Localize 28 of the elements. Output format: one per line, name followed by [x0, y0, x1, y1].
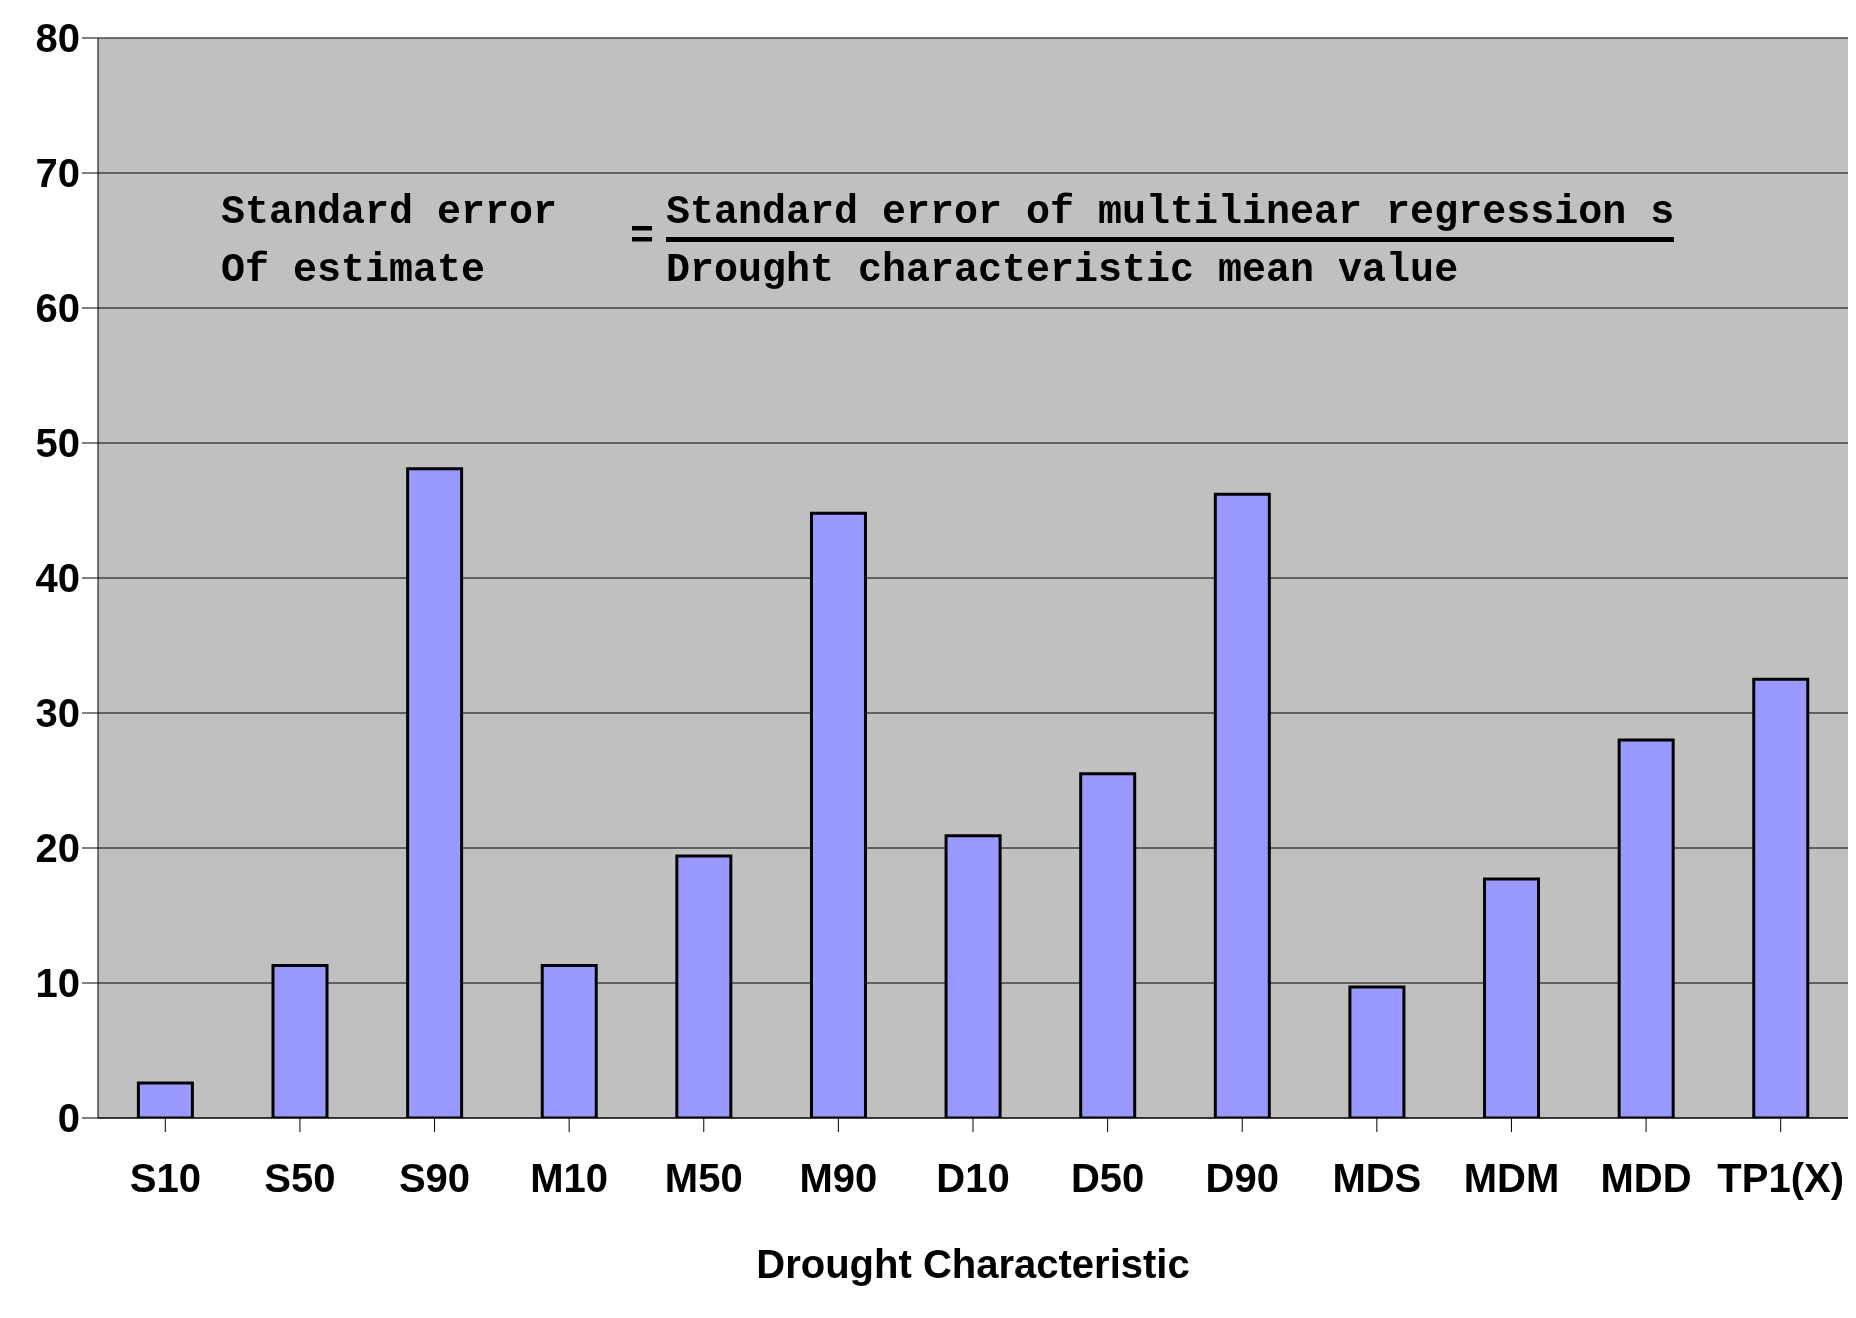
- x-tick-label: D90: [1205, 1156, 1279, 1201]
- annotation: =: [630, 215, 655, 260]
- x-tick-label: S90: [398, 1156, 471, 1201]
- x-tick-label: D10: [936, 1156, 1010, 1201]
- x-tick-label: S10: [129, 1156, 201, 1201]
- x-tick-label: M50: [664, 1156, 743, 1201]
- y-tick-label: 60: [35, 286, 80, 331]
- x-tick-label: M10: [530, 1156, 609, 1201]
- y-tick-label: 20: [35, 826, 80, 871]
- x-tick-label: MDM: [1463, 1156, 1560, 1201]
- x-axis-title: Drought Characteristic: [756, 1242, 1190, 1286]
- x-tick-label: MDS: [1332, 1156, 1422, 1201]
- y-tick-label: 10: [35, 961, 80, 1006]
- y-tick-label: 80: [35, 16, 80, 61]
- y-tick-label: 30: [35, 691, 80, 736]
- y-tick-label: 70: [35, 151, 80, 196]
- annotation: Standard error of multilinear regression s: [666, 190, 1675, 242]
- annotation: Drought characteristic mean value: [666, 248, 1459, 293]
- annotation: Of estimate: [221, 248, 486, 293]
- x-tick-label: TP1(X): [1717, 1156, 1845, 1201]
- x-tick-label: M90: [799, 1156, 878, 1201]
- annotation: Standard error: [221, 190, 558, 235]
- y-tick-label: 0: [57, 1096, 80, 1141]
- x-tick-label: S50: [264, 1156, 336, 1201]
- x-tick-label: MDD: [1600, 1156, 1692, 1201]
- x-tick-label: D50: [1070, 1156, 1145, 1201]
- y-tick-label: 40: [35, 556, 80, 601]
- y-tick-label: 50: [35, 421, 80, 466]
